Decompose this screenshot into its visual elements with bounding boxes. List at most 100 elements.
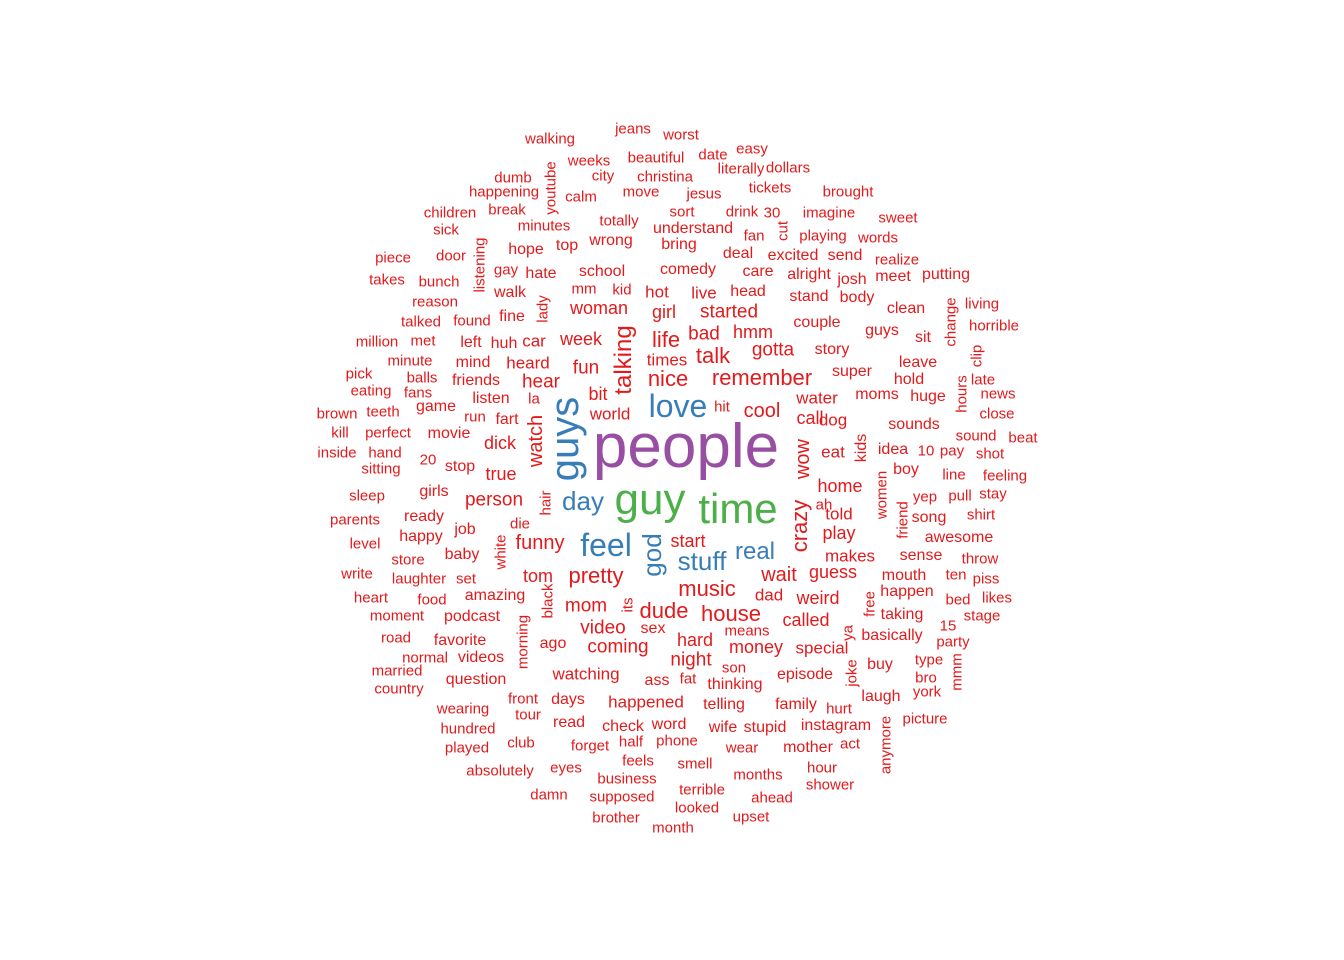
word-type: type — [914, 651, 944, 669]
word-dollars: dollars — [765, 159, 811, 177]
word-move: move — [622, 183, 660, 201]
word-sick: sick — [433, 221, 459, 239]
word-feeling: feeling — [982, 467, 1028, 485]
word-pay: pay — [939, 442, 965, 460]
word-joke: joke — [843, 659, 861, 687]
word-wearing: wearing — [436, 700, 490, 718]
word-comedy: comedy — [659, 261, 717, 278]
word-mm: mm — [571, 280, 597, 298]
word-understand: understand — [652, 220, 734, 237]
word-teeth: teeth — [366, 403, 400, 421]
word-wow: wow — [792, 438, 814, 480]
word-ah: ah — [815, 496, 833, 514]
word-sit: sit — [915, 329, 931, 346]
word-alright: alright — [787, 266, 831, 283]
word-supposed: supposed — [589, 788, 655, 806]
word-huh: huh — [490, 335, 518, 352]
word-podcast: podcast — [443, 608, 501, 625]
word-hmm: hmm — [733, 322, 773, 342]
word-happy: happy — [399, 528, 443, 545]
word-fan: fan — [743, 227, 765, 245]
word-ago: ago — [539, 635, 567, 652]
word-talked: talked — [400, 313, 442, 331]
word-20: 20 — [419, 451, 437, 469]
word-left: left — [460, 334, 482, 351]
word-date: date — [698, 146, 728, 164]
word-mmm: mmm — [948, 653, 966, 691]
word-sitting: sitting — [361, 460, 401, 478]
word-sounds: sounds — [888, 416, 940, 433]
word-level: level — [349, 535, 381, 553]
word-imagine: imagine — [802, 204, 856, 222]
word-happened: happened — [608, 692, 684, 712]
word-forget: forget — [570, 737, 610, 755]
word-late: late — [970, 371, 996, 389]
word-water: water — [796, 388, 838, 408]
word-tom: tom — [522, 566, 554, 586]
word-dick: dick — [483, 433, 517, 453]
word-love: love — [648, 388, 708, 424]
word-children: children — [423, 204, 477, 222]
word-god: god — [637, 533, 667, 577]
word-close: close — [979, 405, 1015, 423]
word-mind: mind — [455, 354, 491, 371]
word-clean: clean — [886, 300, 926, 317]
word-black: black — [539, 583, 557, 619]
word-sex: sex — [640, 620, 666, 637]
word-watch: watch — [525, 414, 547, 468]
word-mother: mother — [783, 739, 833, 756]
word-country: country — [374, 680, 424, 698]
word-balls: balls — [406, 369, 438, 387]
word-door: door — [435, 247, 467, 265]
word-send: send — [827, 247, 863, 264]
word-true: true — [485, 464, 517, 484]
word-laugh: laugh — [861, 688, 901, 705]
word-hate: hate — [525, 265, 557, 282]
word-guys: guys — [865, 322, 899, 339]
word-thinking: thinking — [707, 676, 763, 693]
word-fans: fans — [403, 384, 433, 402]
word-takes: takes — [369, 271, 405, 289]
word-money: money — [728, 637, 784, 657]
word-clip: clip — [968, 344, 986, 368]
word-lady: lady — [534, 295, 552, 323]
word-mouth: mouth — [881, 567, 927, 584]
word-taking: taking — [880, 606, 924, 623]
word-excited: excited — [767, 247, 819, 264]
word-fart: fart — [495, 411, 519, 428]
word-tour: tour — [515, 706, 541, 724]
word-cut: cut — [774, 220, 792, 242]
word-music: music — [678, 576, 736, 601]
word-hours: hours — [953, 375, 971, 413]
word-song: song — [911, 509, 947, 526]
word-eating: eating — [350, 382, 392, 400]
word-wait: wait — [761, 564, 797, 586]
word-makes: makes — [824, 546, 876, 566]
word-15: 15 — [939, 617, 957, 635]
word-youtube: youtube — [542, 161, 560, 215]
word-store: store — [391, 551, 425, 569]
word-videos: videos — [457, 649, 505, 666]
word-brother: brother — [592, 809, 640, 827]
word-stage: stage — [963, 607, 1001, 625]
word-die: die — [509, 515, 531, 533]
word-likes: likes — [981, 589, 1013, 607]
word-words: words — [857, 229, 899, 247]
word-friends: friends — [451, 372, 501, 389]
word-ready: ready — [403, 508, 445, 525]
word-living: living — [964, 295, 1000, 313]
word-perfect: perfect — [365, 424, 411, 442]
word-days: days — [551, 691, 585, 708]
word-fat: fat — [679, 670, 697, 688]
word-girl: girl — [651, 302, 677, 322]
word-world: world — [589, 404, 631, 424]
word-kill: kill — [331, 424, 349, 442]
word-listen: listen — [472, 390, 510, 407]
word-beautiful: beautiful — [627, 149, 685, 167]
word-smell: smell — [677, 755, 713, 773]
word-weird: weird — [796, 588, 840, 608]
word-start: start — [670, 531, 706, 551]
word-cool: cool — [743, 400, 781, 422]
word-guys: guys — [543, 396, 587, 482]
